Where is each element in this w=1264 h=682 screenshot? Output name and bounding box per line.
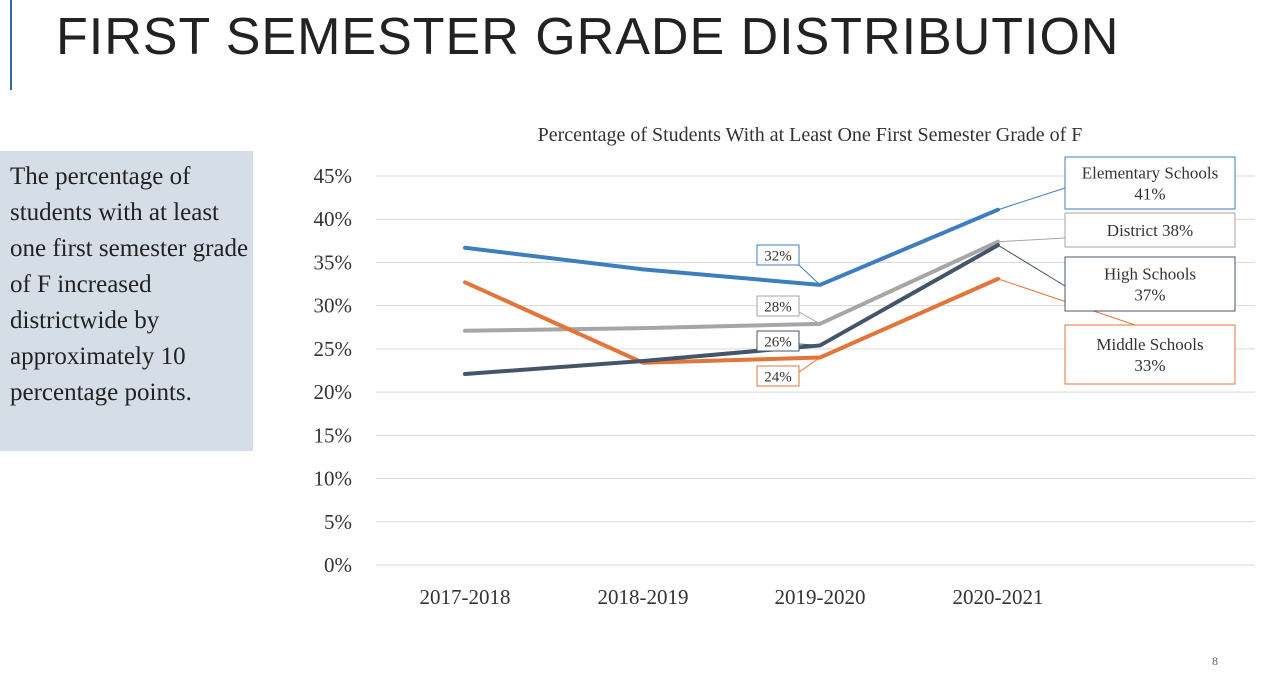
end-label-middle-schools-text: 33% [1134, 356, 1165, 375]
mid-label-elementary-schools-box [756, 244, 800, 266]
y-tick-label: 35% [314, 250, 353, 274]
series-line-high-schools [463, 243, 1000, 376]
series-line-district [463, 239, 1000, 333]
mid-label-district-box [756, 295, 800, 317]
x-tick-label: 2018-2019 [598, 585, 689, 609]
y-tick-label: 40% [314, 207, 353, 231]
end-label-district-box [1064, 212, 1236, 248]
mid-label-high-schools-text: 26% [764, 334, 792, 350]
mid-label-middle-schools-box [756, 365, 800, 387]
end-label-district-leader [997, 237, 1066, 243]
y-tick-label: 15% [314, 423, 353, 447]
mid-label-high-schools-box [756, 330, 800, 352]
y-tick-label: 10% [314, 467, 353, 491]
data-labels: 32% 28% 26% 24% Elementary Schools 41% Distric… [756, 156, 1236, 387]
x-tick-label: 2017-2018 [420, 585, 511, 609]
end-label-middle-schools-text: Middle Schools [1096, 335, 1203, 354]
summary-callout: The percentage of students with at least… [0, 151, 253, 451]
mid-label-district-leader [798, 311, 821, 325]
end-label-elementary-schools-box [1064, 156, 1236, 210]
slide-title: FIRST SEMESTER GRADE DISTRIBUTION [56, 8, 1120, 66]
y-tick-label: 45% [314, 164, 353, 188]
end-label-high-schools-leader [997, 244, 1066, 287]
y-tick-label: 25% [314, 337, 353, 361]
title-accent-bar [10, 0, 12, 90]
end-label-high-schools-box [1064, 256, 1236, 312]
y-tick-label: 5% [324, 510, 352, 534]
y-tick-label: 20% [314, 380, 353, 404]
y-tick-label: 30% [314, 294, 353, 318]
series-lines [463, 207, 1000, 376]
mid-label-middle-schools-leader [798, 357, 821, 373]
mid-label-district-text: 28% [764, 299, 792, 315]
end-label-middle-schools-box [1064, 324, 1236, 385]
mid-label-elementary-schools-leader [798, 264, 821, 286]
x-tick-label: 2019-2020 [775, 585, 866, 609]
y-axis-ticks: 0% 5% 10% 15% 20% 25% 30% 35% 40% 45% [314, 164, 353, 577]
end-label-elementary-schools-text: Elementary Schools [1082, 163, 1218, 182]
end-label-district-text: District 38% [1107, 221, 1193, 240]
y-tick-label: 0% [324, 553, 352, 577]
end-label-high-schools-text: 37% [1134, 286, 1165, 305]
series-line-elementary-schools [463, 207, 1000, 287]
page-number: 8 [1212, 654, 1218, 668]
end-label-high-schools-text: High Schools [1104, 264, 1196, 283]
x-axis-ticks: 2017-2018 2018-2019 2019-2020 2020-2021 [420, 585, 1044, 609]
mid-label-elementary-schools-text: 32% [764, 248, 792, 264]
series-line-middle-schools [463, 276, 1000, 365]
x-tick-label: 2020-2021 [953, 585, 1044, 609]
mid-label-middle-schools-text: 24% [764, 369, 792, 385]
end-label-elementary-schools-text: 41% [1134, 185, 1165, 204]
end-label-elementary-schools-leader [997, 187, 1066, 211]
chart-title: Percentage of Students With at Least One… [537, 124, 1083, 146]
